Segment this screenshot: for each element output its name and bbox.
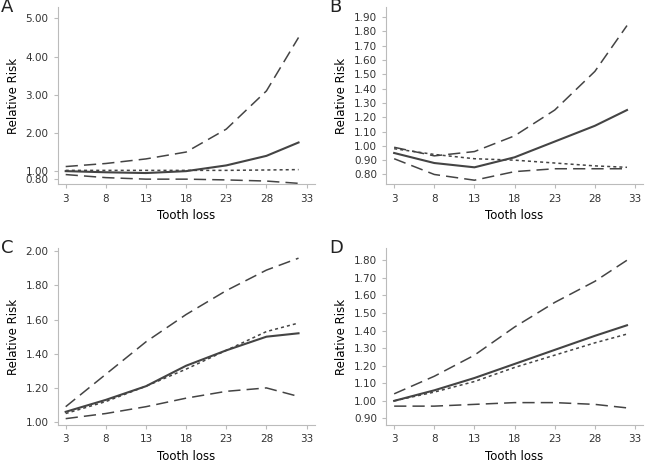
X-axis label: Tooth loss: Tooth loss [157, 450, 215, 463]
X-axis label: Tooth loss: Tooth loss [157, 209, 215, 222]
Y-axis label: Relative Risk: Relative Risk [7, 58, 20, 134]
Text: A: A [1, 0, 14, 16]
Y-axis label: Relative Risk: Relative Risk [7, 298, 20, 375]
Text: C: C [1, 239, 14, 257]
X-axis label: Tooth loss: Tooth loss [486, 450, 543, 463]
Y-axis label: Relative Risk: Relative Risk [335, 58, 348, 134]
X-axis label: Tooth loss: Tooth loss [486, 209, 543, 222]
Text: D: D [330, 239, 343, 257]
Y-axis label: Relative Risk: Relative Risk [335, 298, 348, 375]
Text: B: B [330, 0, 342, 16]
